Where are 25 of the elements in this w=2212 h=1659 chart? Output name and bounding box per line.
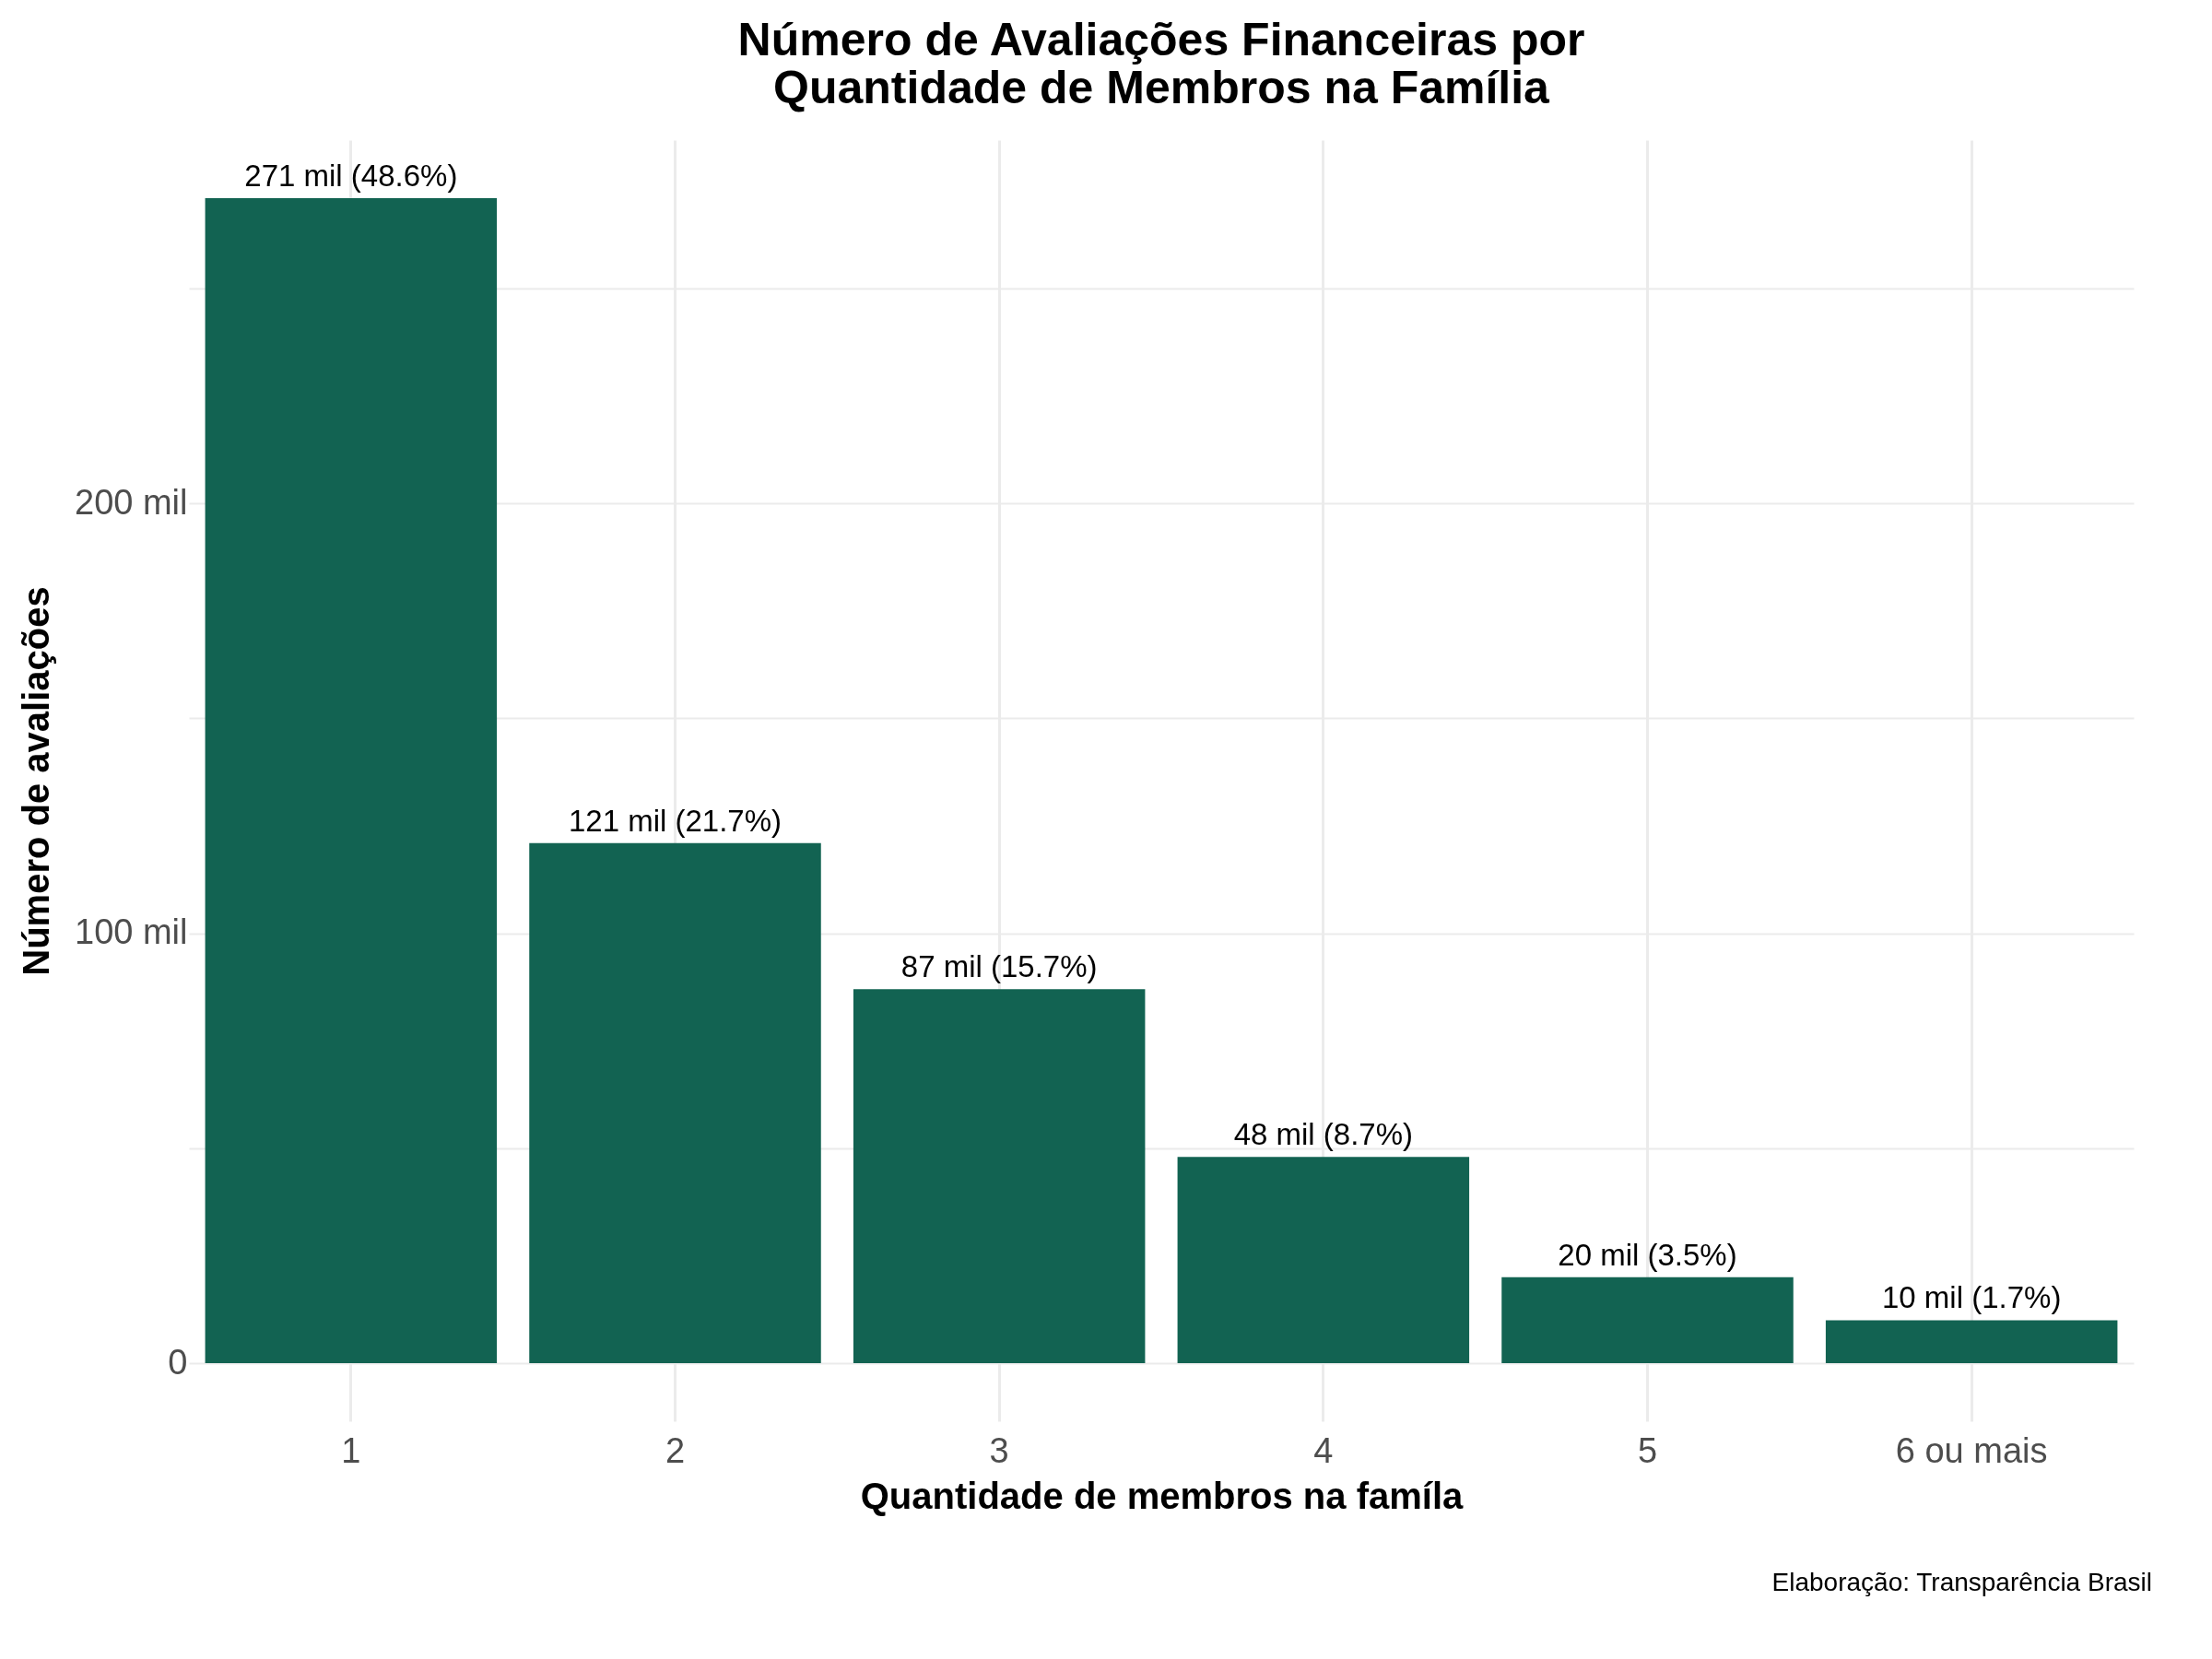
chart-title: Número de Avaliações Financeiras por Quantidade de Membros na Família: [737, 14, 1585, 113]
x-tick-label: 5: [1637, 1430, 1658, 1470]
text: Elaboração: Transparência Brasil: [1771, 1568, 2152, 1596]
data-label: 20 mil (3.5%): [1558, 1237, 1737, 1272]
x-tick-label: 4: [1313, 1430, 1334, 1470]
y-axis-title: Número de avaliações: [16, 586, 56, 976]
y-tick-label: 0: [168, 1342, 188, 1382]
y-tick-label: 200 mil: [75, 482, 188, 522]
bar: [1501, 1277, 1794, 1364]
bar: [529, 842, 821, 1364]
x-tick-label: 2: [665, 1430, 686, 1470]
bar: [853, 989, 1146, 1364]
x-tick-label: 6 ou mais: [1895, 1430, 2048, 1470]
data-label: 121 mil (21.7%): [568, 803, 782, 838]
x-tick-label: 3: [989, 1430, 1009, 1470]
bar: [1825, 1320, 2118, 1364]
bar: [1177, 1157, 1470, 1364]
bar: [205, 197, 498, 1364]
x-tick-label: 1: [341, 1430, 361, 1470]
data-label: 87 mil (15.7%): [900, 949, 1098, 984]
data-label: 48 mil (8.7%): [1233, 1117, 1414, 1152]
data-label: 271 mil (48.6%): [244, 158, 458, 193]
data-label: 10 mil (1.7%): [1881, 1280, 2062, 1315]
y-tick-label: 100 mil: [75, 912, 188, 952]
x-axis-title: Quantidade de membros na famíla: [860, 1475, 1464, 1516]
